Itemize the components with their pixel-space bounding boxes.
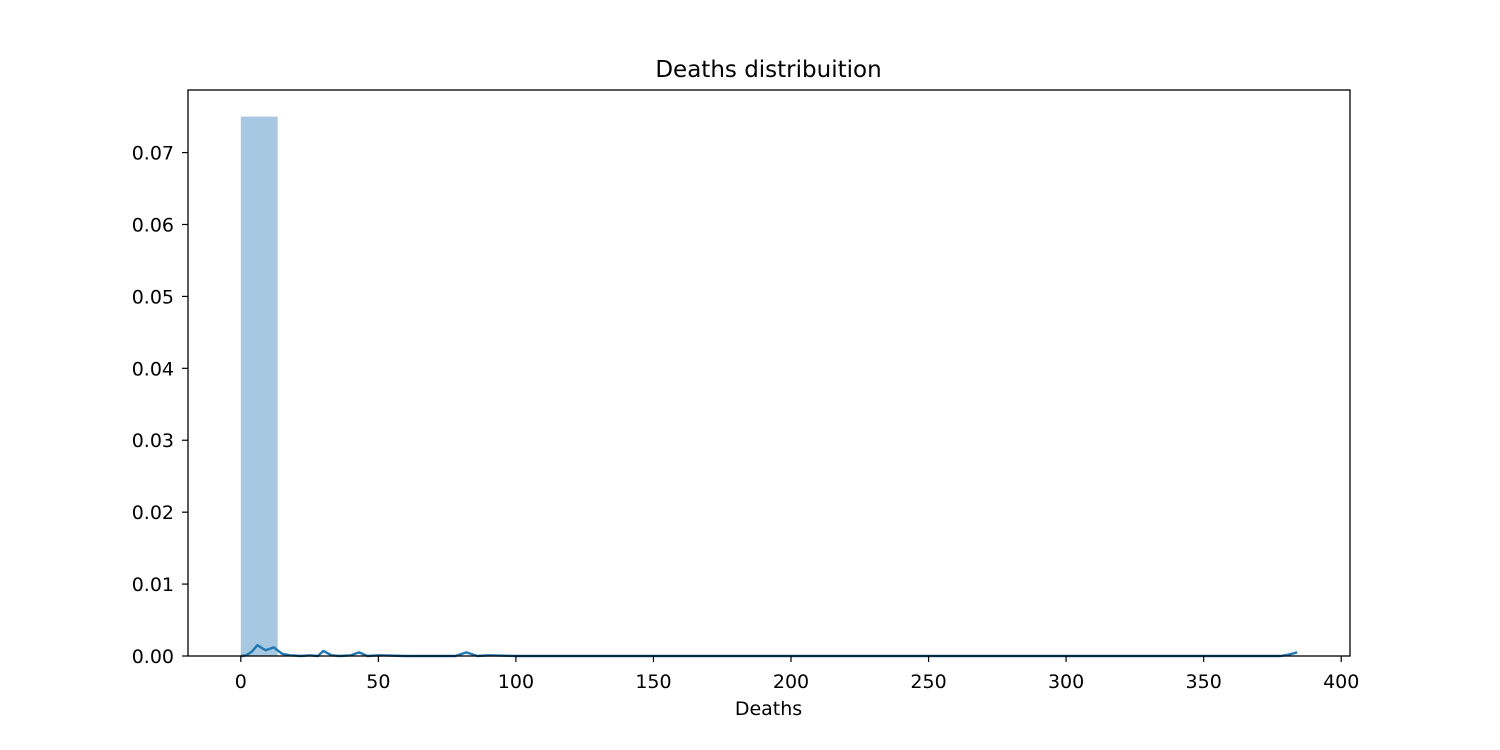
x-tick-label-7: 350 (1186, 671, 1222, 693)
y-tick-label-1: 0.01 (132, 574, 174, 596)
y-tick-label-6: 0.06 (132, 214, 174, 236)
density-curve (240, 644, 1298, 658)
x-tick-label-4: 200 (773, 671, 809, 693)
x-tick-label-6: 300 (1048, 671, 1084, 693)
x-tick-label-5: 250 (910, 671, 946, 693)
x-axis-label: Deaths (735, 698, 802, 720)
x-tick-label-2: 100 (498, 671, 534, 693)
y-tick-label-7: 0.07 (132, 143, 174, 165)
y-axis-ticks: 0.00 0.01 0.02 0.03 0.04 0.05 0.06 0.07 (132, 143, 188, 668)
density-line (240, 644, 1298, 658)
histogram-bar-0 (240, 116, 278, 656)
x-tick-label-8: 400 (1323, 671, 1359, 693)
y-tick-label-0: 0.00 (132, 646, 174, 668)
y-tick-label-3: 0.03 (132, 430, 174, 452)
x-axis-ticks: 0 50 100 150 200 250 300 350 400 (235, 656, 1359, 693)
histogram-bars (240, 116, 278, 656)
y-tick-label-5: 0.05 (132, 286, 174, 308)
chart-title: Deaths distribuition (655, 57, 881, 83)
x-tick-label-3: 150 (635, 671, 671, 693)
y-tick-label-2: 0.02 (132, 502, 174, 524)
x-tick-label-0: 0 (235, 671, 247, 693)
y-tick-label-4: 0.04 (132, 358, 174, 380)
plot-frame (187, 89, 1351, 657)
x-tick-label-1: 50 (366, 671, 390, 693)
